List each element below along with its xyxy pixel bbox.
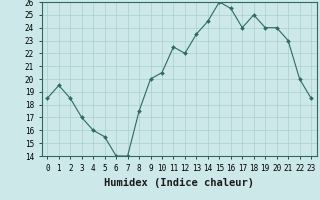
X-axis label: Humidex (Indice chaleur): Humidex (Indice chaleur) bbox=[104, 178, 254, 188]
